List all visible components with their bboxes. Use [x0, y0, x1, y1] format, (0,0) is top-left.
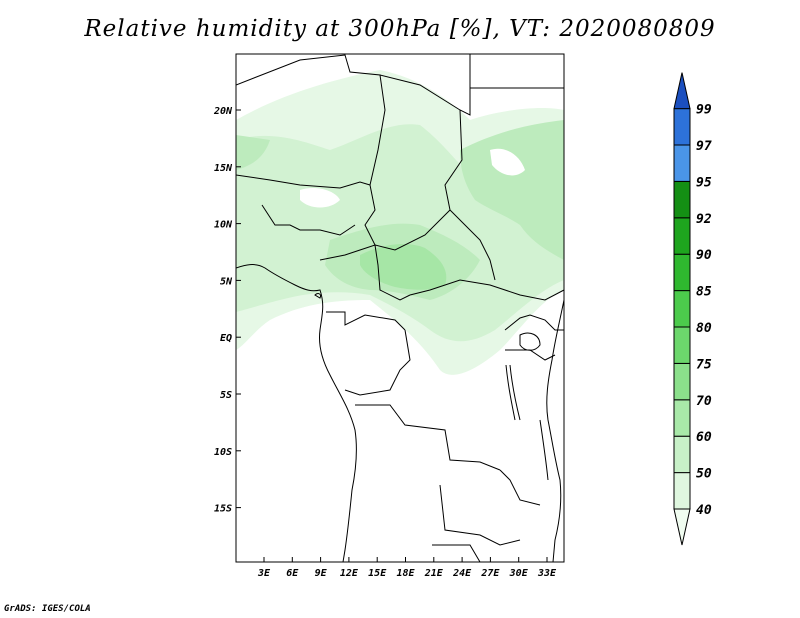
- border-17: [505, 349, 556, 361]
- shade-white-hole-2: [300, 188, 340, 208]
- lake-malawi: [539, 419, 549, 481]
- colorbar-segment: [673, 472, 691, 510]
- colorbar-segment: [673, 180, 691, 219]
- lat-tick-label: 10S: [214, 447, 232, 458]
- latitude-axis: 20N 15N 10N 5N EQ 5S 10S 15S: [213, 106, 241, 515]
- country-borders: [236, 54, 564, 562]
- border-10: [326, 311, 406, 331]
- lon-tick-label: 3E: [257, 568, 271, 579]
- lon-tick-label: 24E: [452, 568, 472, 579]
- border-8: [319, 244, 411, 301]
- humidity-shading: [236, 70, 564, 375]
- border-12: [355, 404, 501, 471]
- colorbar-segment: [673, 72, 691, 110]
- border-9: [409, 279, 564, 301]
- colorbar-segment: [673, 253, 691, 292]
- colorbar-label: 90: [696, 248, 712, 263]
- map-frame: [235, 53, 565, 563]
- colorbar-label: 40: [696, 503, 712, 518]
- lat-tick-label: 15S: [214, 504, 232, 515]
- island-1: [314, 293, 321, 299]
- lon-tick-label: 6E: [286, 568, 299, 579]
- lon-tick-label: 33E: [537, 568, 557, 579]
- lat-tick-label: 10N: [214, 220, 233, 231]
- longitude-axis: 3E 6E 9E 12E 15E 18E 21E 24E 27E 30E 33E: [257, 557, 557, 579]
- colorbar-label: 99: [696, 103, 712, 118]
- colorbar: 40 50 60 70 75 80 85 90 92 95 97 99: [673, 72, 712, 546]
- lat-tick-label: EQ: [220, 333, 232, 344]
- colorbar-segment: [673, 108, 691, 146]
- colorbar-segment: [673, 290, 691, 328]
- colorbar-segment: [673, 326, 691, 364]
- border-14: [439, 484, 521, 546]
- lon-tick-label: 21E: [424, 568, 444, 579]
- border-1: [236, 54, 386, 186]
- shade-white-hole-1: [490, 148, 525, 176]
- lon-tick-label: 12E: [340, 568, 359, 579]
- coastline-west-africa: [236, 264, 357, 562]
- colorbar-label: 95: [696, 175, 712, 190]
- lat-tick-label: 5S: [220, 390, 232, 401]
- lat-tick-label: 5N: [220, 276, 233, 287]
- shade-60-east: [460, 120, 564, 260]
- lon-tick-label: 27E: [480, 568, 500, 579]
- colorbar-label: 50: [696, 467, 712, 482]
- lon-tick-label: 18E: [396, 568, 415, 579]
- colorbar-label: 60: [696, 430, 712, 445]
- shade-70-central: [360, 244, 447, 290]
- lon-tick-label: 15E: [368, 568, 387, 579]
- lake-victoria: [519, 332, 541, 351]
- lon-tick-label: 30E: [509, 568, 529, 579]
- colorbar-label: 85: [696, 285, 712, 300]
- colorbar-segment: [673, 144, 691, 182]
- colorbar-label: 75: [696, 357, 712, 372]
- colorbar-segment: [673, 217, 691, 255]
- border-6: [236, 174, 371, 189]
- colorbar-label: 80: [696, 321, 712, 336]
- colorbar-label: 97: [696, 139, 712, 154]
- lat-tick-label: 20N: [213, 106, 233, 117]
- colorbar-segment: [673, 508, 691, 546]
- colorbar-segment: [673, 399, 691, 437]
- colorbar-label: 70: [696, 394, 712, 409]
- lake-tanganyika: [505, 364, 521, 421]
- lon-tick-label: 9E: [315, 568, 328, 579]
- colorbar-segment: [673, 435, 691, 474]
- coastline-east-africa: [546, 299, 564, 562]
- border-15: [432, 544, 481, 562]
- border-11: [344, 329, 411, 396]
- lat-tick-label: 15N: [214, 163, 233, 174]
- border-16: [504, 314, 564, 331]
- colorbar-label: 92: [696, 212, 712, 227]
- colorbar-segment: [673, 362, 691, 401]
- border-13: [499, 469, 541, 506]
- grads-credit: GrADS: IGES/COLA: [4, 604, 91, 614]
- border-7: [261, 204, 356, 236]
- chart-title: Relative humidity at 300hPa [%], VT: 202…: [84, 16, 716, 42]
- shade-60-northwest: [236, 135, 270, 170]
